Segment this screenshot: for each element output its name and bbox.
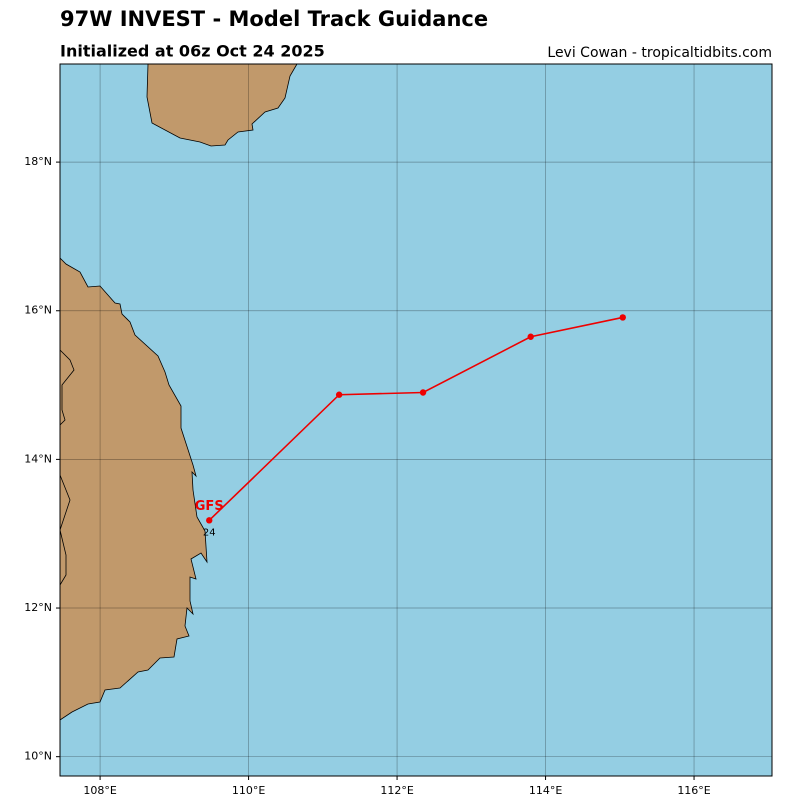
- track-point: [335, 391, 343, 398]
- model-label: GFS: [195, 499, 224, 514]
- hour-label: 24: [203, 527, 216, 538]
- x-tick-label: 108°E: [83, 784, 116, 797]
- y-tick-label: 10°N: [24, 750, 52, 763]
- hainan: [146, 63, 298, 147]
- border: [59, 349, 75, 586]
- y-tick-label: 14°N: [24, 452, 52, 465]
- track-point: [619, 314, 626, 321]
- chart-title: 97W INVEST - Model Track Guidance: [60, 7, 488, 31]
- chart-subtitle: Initialized at 06z Oct 24 2025: [60, 42, 325, 61]
- track-point: [206, 517, 213, 524]
- x-tick-label: 112°E: [380, 784, 413, 797]
- vietnam: [59, 257, 208, 721]
- y-tick-label: 16°N: [24, 304, 52, 317]
- y-tick-label: 18°N: [24, 155, 52, 168]
- y-tick-label: 12°N: [24, 601, 52, 614]
- track-point: [527, 333, 534, 340]
- credit: Levi Cowan - tropicaltidbits.com: [547, 45, 772, 61]
- x-tick-label: 114°E: [529, 784, 562, 797]
- track-point: [419, 389, 427, 396]
- x-tick-label: 116°E: [677, 784, 710, 797]
- x-tick-label: 110°E: [232, 784, 265, 797]
- land: [59, 63, 298, 721]
- plot-frame: [59, 63, 773, 777]
